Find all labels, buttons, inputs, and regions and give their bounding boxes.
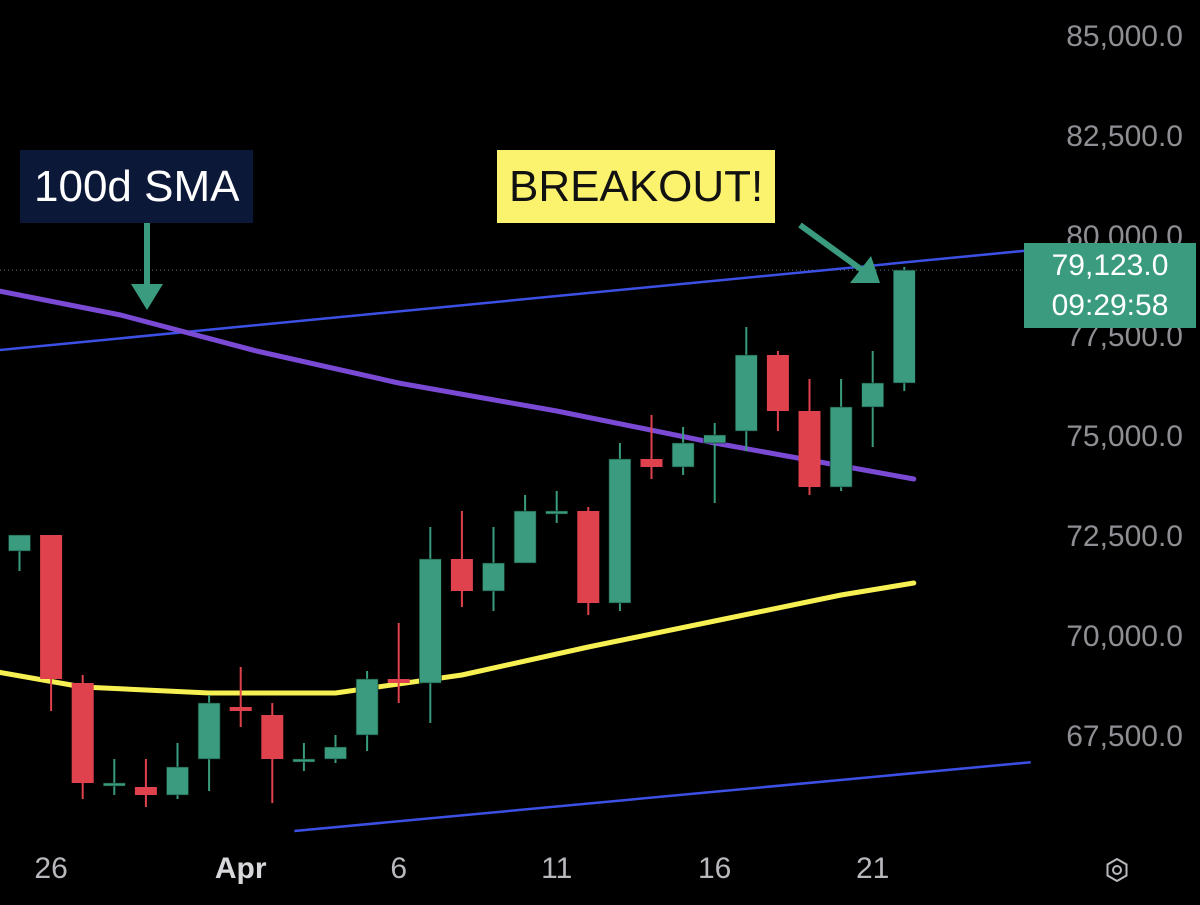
candle-body-down (766, 355, 789, 411)
candle-body-up (892, 269, 916, 384)
y-tick-label: 85,000.0 (1066, 20, 1183, 53)
y-tick-label: 70,000.0 (1066, 620, 1183, 653)
sma-annotation-text: 100d SMA (34, 161, 240, 211)
candle (166, 743, 189, 799)
candle-body-up (513, 510, 537, 564)
candle (450, 511, 473, 607)
candle (387, 623, 410, 703)
settings-icon[interactable] (1104, 857, 1130, 883)
candle (703, 423, 727, 503)
candle (324, 735, 347, 763)
x-tick-label: 21 (856, 852, 889, 885)
candle-body-down (261, 715, 284, 759)
candle (734, 327, 758, 451)
candle-body-down (577, 511, 600, 603)
candle-body-up (355, 678, 379, 736)
candle-body-down (229, 707, 252, 711)
upper-trendline (0, 248, 1031, 352)
x-tick-label: 26 (34, 852, 67, 885)
candle (8, 534, 31, 571)
candle-body-up (292, 758, 316, 763)
candle (355, 671, 379, 751)
annotation-arrows (131, 222, 880, 310)
candle (861, 351, 885, 447)
candle-body-down (134, 787, 157, 795)
breakout-arrow-shaft (798, 222, 864, 273)
sma-annotation-label: 100d SMA (20, 150, 254, 223)
candle-body-up (703, 434, 727, 444)
candle-body-up (608, 458, 632, 604)
candle-body-down (450, 559, 473, 591)
candle (261, 703, 284, 803)
candle-body-up (166, 766, 189, 796)
candle (892, 267, 916, 391)
x-tick-label: 6 (390, 852, 407, 885)
breakout-arrow-head (850, 256, 880, 283)
candle-body-up (197, 702, 221, 760)
lower-trendline (294, 760, 1031, 833)
candle (513, 495, 537, 564)
y-tick-label: 75,000.0 (1066, 420, 1183, 453)
candle (103, 759, 126, 795)
x-tick-label: 11 (541, 852, 572, 885)
candle (71, 675, 94, 799)
last-price-value: 79,123.0 (1051, 249, 1169, 282)
candle (292, 743, 316, 771)
candle-body-up (8, 534, 31, 552)
candle (671, 427, 695, 475)
candle-body-down (798, 411, 821, 487)
candle-body-up (545, 510, 569, 515)
candle-body-up (103, 782, 126, 787)
candle-countdown: 09:29:58 (1051, 289, 1169, 322)
yellow-moving-average (0, 580, 917, 696)
candle (545, 491, 569, 523)
candles (8, 267, 916, 807)
settings-icon-graphic (1106, 857, 1128, 883)
candle (829, 379, 853, 491)
candle-body-down (387, 679, 410, 683)
candle (640, 415, 663, 479)
candle (40, 535, 63, 711)
candle-body-up (734, 354, 758, 432)
x-tick-label: Apr (215, 852, 267, 885)
candle-body-up (829, 406, 853, 488)
candle (134, 759, 157, 807)
candle (418, 527, 442, 723)
candle-body-down (71, 683, 94, 783)
candle-body-up (482, 562, 505, 592)
candle-body-up (418, 558, 442, 684)
last-price-tag: 79,123.0 09:29:58 (1024, 243, 1196, 328)
candle (766, 351, 789, 431)
x-tick-label: 16 (698, 852, 731, 885)
y-axis: 85,000.082,500.080,000.077,500.075,000.0… (1066, 20, 1183, 753)
y-tick-label: 82,500.0 (1066, 120, 1183, 153)
y-tick-label: 67,500.0 (1066, 720, 1183, 753)
candle (608, 443, 632, 611)
candle-body-down (40, 535, 63, 679)
y-tick-label: 72,500.0 (1066, 520, 1183, 553)
candle (229, 667, 252, 727)
candle-body-up (324, 746, 347, 760)
candle (577, 507, 600, 615)
candle (482, 527, 505, 611)
candle-body-up (671, 442, 695, 468)
breakout-annotation-label: BREAKOUT! (497, 150, 776, 223)
candle-body-down (640, 459, 663, 467)
x-axis: 26 Apr 6 11 16 21 (34, 852, 889, 885)
candle-body-up (861, 382, 885, 408)
candle (197, 695, 221, 791)
sma-arrow-head (131, 284, 163, 310)
breakout-annotation-text: BREAKOUT! (509, 161, 764, 211)
candle (798, 379, 821, 495)
